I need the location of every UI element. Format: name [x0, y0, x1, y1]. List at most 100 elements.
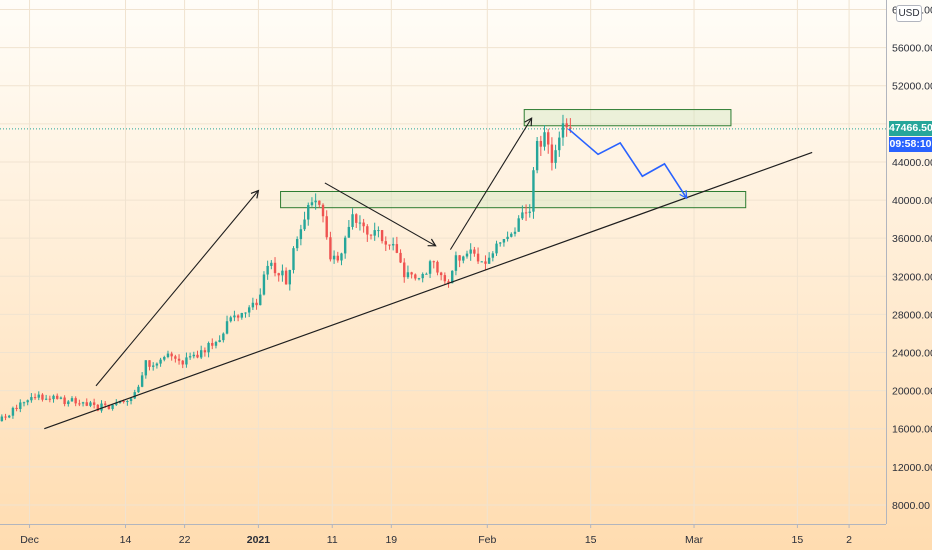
candle-body: [177, 358, 181, 361]
projection-arrow-head: [679, 190, 688, 200]
x-tick-label: 2021: [247, 534, 271, 546]
x-tick-label: 11: [327, 534, 338, 546]
candle-body: [351, 214, 354, 227]
candle-body: [521, 212, 524, 219]
candle-body: [104, 403, 107, 405]
candle-body: [502, 239, 506, 243]
candle-body: [19, 402, 22, 409]
y-tick-label: 12000.00: [892, 462, 932, 474]
candle-body: [443, 275, 447, 282]
candle-body: [524, 212, 528, 214]
y-tick-label: 32000.00: [892, 271, 932, 283]
resistance-zone-lower[interactable]: [280, 190, 747, 209]
candle-body: [454, 255, 458, 271]
candle-body: [222, 333, 225, 341]
countdown-label: 09:58:10: [889, 136, 932, 152]
candle-body: [428, 261, 432, 274]
candle-body: [314, 200, 317, 203]
candle-body: [174, 356, 177, 359]
candle-body: [403, 262, 406, 278]
candle-body: [244, 312, 247, 314]
candle-body: [277, 273, 280, 276]
y-tick-label: 40000.00: [892, 195, 932, 207]
candle-body: [247, 307, 251, 313]
arrow-rise-december-head: [250, 189, 260, 199]
candle-body: [140, 375, 144, 387]
candle-body: [299, 229, 303, 240]
candle-body: [432, 261, 435, 263]
candle-body: [384, 241, 387, 245]
candle-body: [48, 398, 52, 400]
candle-body: [56, 395, 59, 399]
candle-body: [417, 278, 421, 280]
arrow-decline-january[interactable]: [324, 182, 436, 247]
x-tick-label: Dec: [20, 534, 39, 546]
candle-body: [484, 261, 487, 264]
candle-body: [196, 354, 199, 358]
x-tick-label: 22: [179, 534, 191, 546]
candle-body: [487, 257, 491, 264]
y-tick-label: 56000.00: [892, 43, 932, 55]
candle-body: [166, 353, 170, 357]
candle-body: [4, 416, 7, 418]
candle-body: [262, 274, 266, 295]
candle-body: [96, 404, 100, 411]
candle-body: [288, 269, 291, 285]
candle-body: [44, 398, 48, 400]
candle-body: [539, 140, 543, 147]
candle-body: [377, 230, 380, 232]
candle-body: [469, 249, 472, 254]
candle-body: [115, 402, 118, 405]
candle-body: [292, 248, 295, 270]
candle-body: [281, 270, 284, 276]
candle-body: [462, 256, 465, 261]
candle-body: [476, 253, 480, 262]
candle-body: [270, 262, 273, 266]
arrow-rise-february-head: [524, 117, 533, 127]
candle-body: [8, 415, 11, 418]
candles: [0, 114, 572, 422]
candle-body: [74, 398, 77, 404]
candle-body: [343, 237, 347, 254]
candle-body: [188, 356, 192, 358]
candle-body: [355, 214, 358, 223]
candle-body: [547, 132, 550, 145]
candle-body: [85, 402, 88, 406]
candle-body: [59, 397, 63, 399]
candle-body: [78, 403, 81, 405]
candle-body: [528, 211, 531, 213]
resistance-zone-upper[interactable]: [523, 109, 732, 127]
arrow-rise-december[interactable]: [95, 190, 259, 387]
projection-path[interactable]: [567, 128, 688, 199]
candle-body: [33, 397, 37, 399]
candle-body: [159, 359, 162, 364]
candle-body: [451, 270, 454, 284]
candle-body: [513, 231, 517, 234]
candle-body: [240, 312, 244, 318]
candle-body: [199, 350, 203, 358]
candle-body: [26, 400, 29, 403]
candle-body: [67, 401, 70, 405]
candle-body: [347, 226, 351, 238]
candle-body: [414, 274, 417, 279]
candle-body: [362, 222, 365, 227]
arrow-rise-february[interactable]: [449, 117, 533, 250]
candle-body: [325, 216, 328, 238]
candle-body: [229, 317, 232, 322]
support-trendline[interactable]: [44, 151, 813, 430]
y-tick-label: 16000.00: [892, 424, 932, 436]
candle-body: [295, 239, 299, 249]
candle-body: [439, 272, 443, 276]
currency-badge[interactable]: USD: [896, 5, 922, 22]
candle-body: [89, 402, 92, 406]
candle-body: [358, 222, 362, 224]
candle-body: [310, 202, 314, 206]
candle-body: [144, 360, 148, 376]
candle-body: [255, 302, 258, 306]
candle-body: [495, 243, 498, 254]
candle-body: [558, 137, 561, 151]
candle-body: [214, 342, 218, 346]
